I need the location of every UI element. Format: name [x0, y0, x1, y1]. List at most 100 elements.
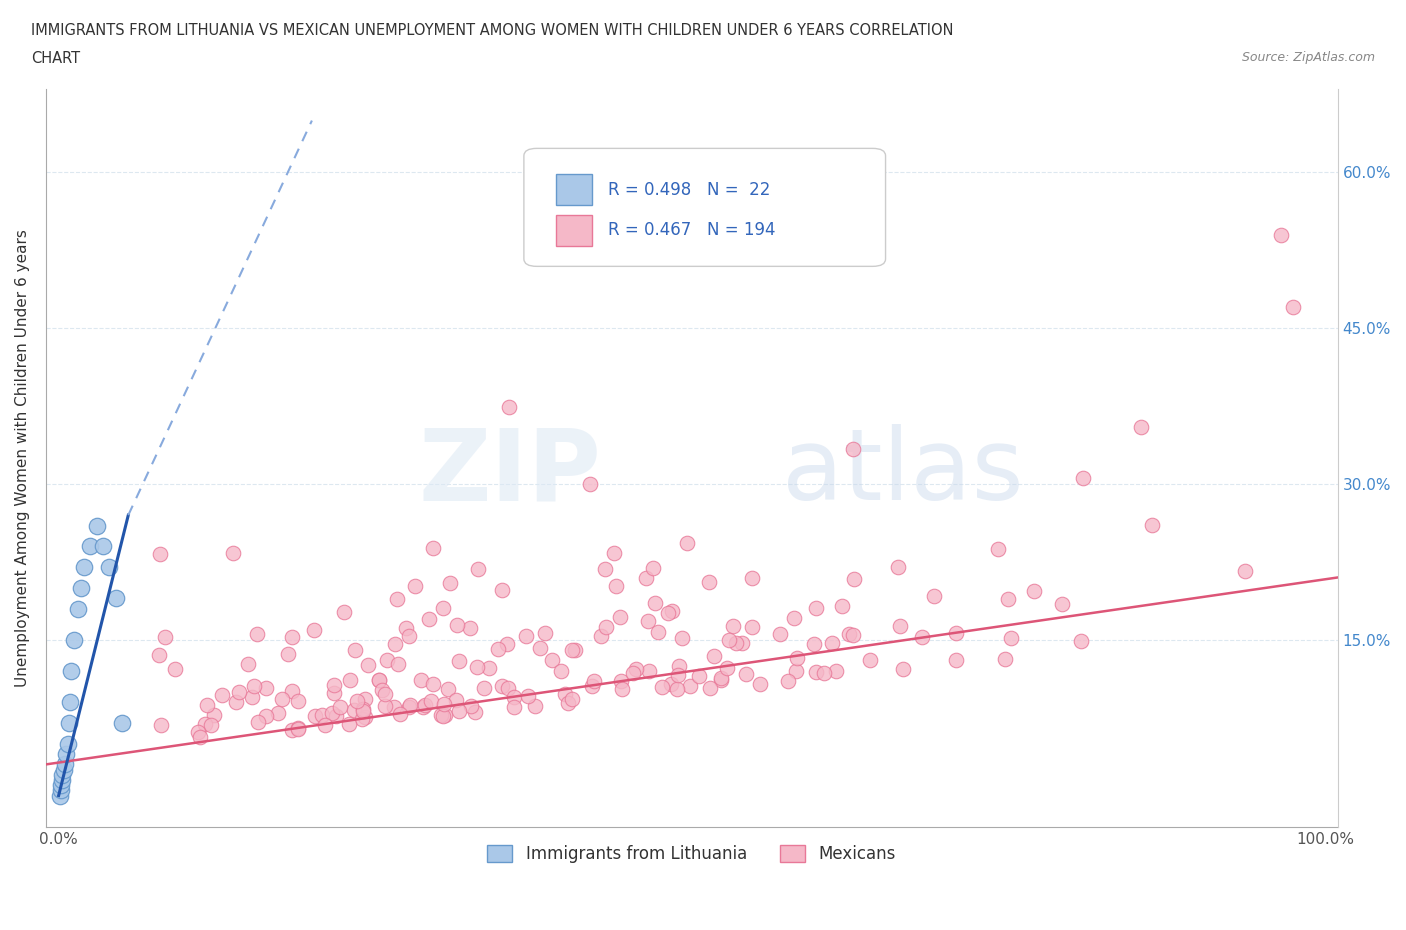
- Point: [945, 626, 967, 641]
- Point: [1071, 471, 1094, 485]
- Point: [666, 668, 689, 683]
- Point: [922, 589, 945, 604]
- Point: [399, 698, 422, 712]
- Point: [70, 580, 93, 595]
- Point: [721, 618, 744, 633]
- Point: [464, 705, 486, 720]
- Point: [842, 628, 865, 643]
- Point: [561, 692, 583, 707]
- Point: [741, 620, 763, 635]
- Point: [352, 702, 374, 717]
- Point: [353, 691, 375, 706]
- Point: [610, 673, 633, 688]
- Point: [375, 652, 398, 667]
- Point: [524, 698, 547, 713]
- Point: [433, 697, 456, 711]
- Point: [58, 715, 80, 730]
- Point: [624, 661, 647, 676]
- Point: [148, 647, 170, 662]
- Point: [465, 659, 488, 674]
- Point: [211, 687, 233, 702]
- Point: [398, 699, 420, 714]
- Text: IMMIGRANTS FROM LITHUANIA VS MEXICAN UNEMPLOYMENT AMONG WOMEN WITH CHILDREN UNDE: IMMIGRANTS FROM LITHUANIA VS MEXICAN UNE…: [31, 23, 953, 38]
- Point: [79, 538, 101, 553]
- Point: [150, 717, 173, 732]
- Point: [346, 694, 368, 709]
- Point: [432, 601, 454, 616]
- Point: [66, 601, 89, 616]
- Point: [395, 621, 418, 636]
- Point: [634, 571, 657, 586]
- Point: [437, 682, 460, 697]
- Point: [56, 737, 79, 751]
- FancyBboxPatch shape: [557, 174, 592, 206]
- Point: [1070, 634, 1092, 649]
- Point: [603, 546, 626, 561]
- Point: [844, 572, 866, 587]
- Point: [541, 653, 564, 668]
- Point: [804, 664, 827, 679]
- Point: [245, 626, 267, 641]
- Legend: Immigrants from Lithuania, Mexicans: Immigrants from Lithuania, Mexicans: [481, 839, 903, 870]
- Point: [564, 643, 586, 658]
- Point: [222, 546, 245, 561]
- Point: [889, 619, 911, 634]
- Point: [354, 710, 377, 724]
- Point: [225, 695, 247, 710]
- Point: [589, 629, 612, 644]
- Point: [91, 538, 114, 553]
- Point: [412, 699, 434, 714]
- Point: [1270, 227, 1292, 242]
- Point: [352, 711, 374, 726]
- Point: [228, 684, 250, 699]
- Point: [641, 560, 664, 575]
- Point: [1000, 631, 1022, 645]
- Point: [371, 683, 394, 698]
- Point: [352, 703, 374, 718]
- Point: [813, 666, 835, 681]
- Point: [458, 620, 481, 635]
- Point: [111, 715, 134, 730]
- Point: [247, 715, 270, 730]
- Point: [343, 703, 366, 718]
- Point: [661, 604, 683, 618]
- FancyBboxPatch shape: [557, 215, 592, 246]
- Point: [243, 679, 266, 694]
- Point: [325, 709, 347, 724]
- Point: [418, 612, 440, 627]
- Point: [460, 699, 482, 714]
- Point: [53, 757, 76, 772]
- Point: [621, 666, 644, 681]
- Point: [887, 559, 910, 574]
- Point: [609, 610, 631, 625]
- Point: [374, 698, 396, 713]
- Point: [63, 632, 86, 647]
- Point: [831, 599, 853, 614]
- Point: [281, 684, 304, 698]
- Point: [891, 662, 914, 677]
- Point: [49, 788, 72, 803]
- Point: [605, 578, 627, 593]
- Point: [1022, 583, 1045, 598]
- Point: [496, 637, 519, 652]
- Point: [859, 653, 882, 668]
- Point: [703, 648, 725, 663]
- Point: [671, 631, 693, 645]
- Point: [768, 626, 790, 641]
- Point: [582, 673, 605, 688]
- Point: [491, 583, 513, 598]
- Point: [679, 679, 702, 694]
- Point: [339, 716, 361, 731]
- Point: [987, 541, 1010, 556]
- Point: [304, 709, 326, 724]
- Point: [387, 657, 409, 671]
- Point: [581, 678, 603, 693]
- Point: [59, 695, 82, 710]
- Point: [86, 518, 108, 533]
- Point: [420, 693, 443, 708]
- Point: [51, 783, 73, 798]
- Point: [398, 629, 420, 644]
- Point: [60, 663, 83, 678]
- Point: [343, 643, 366, 658]
- Point: [467, 562, 489, 577]
